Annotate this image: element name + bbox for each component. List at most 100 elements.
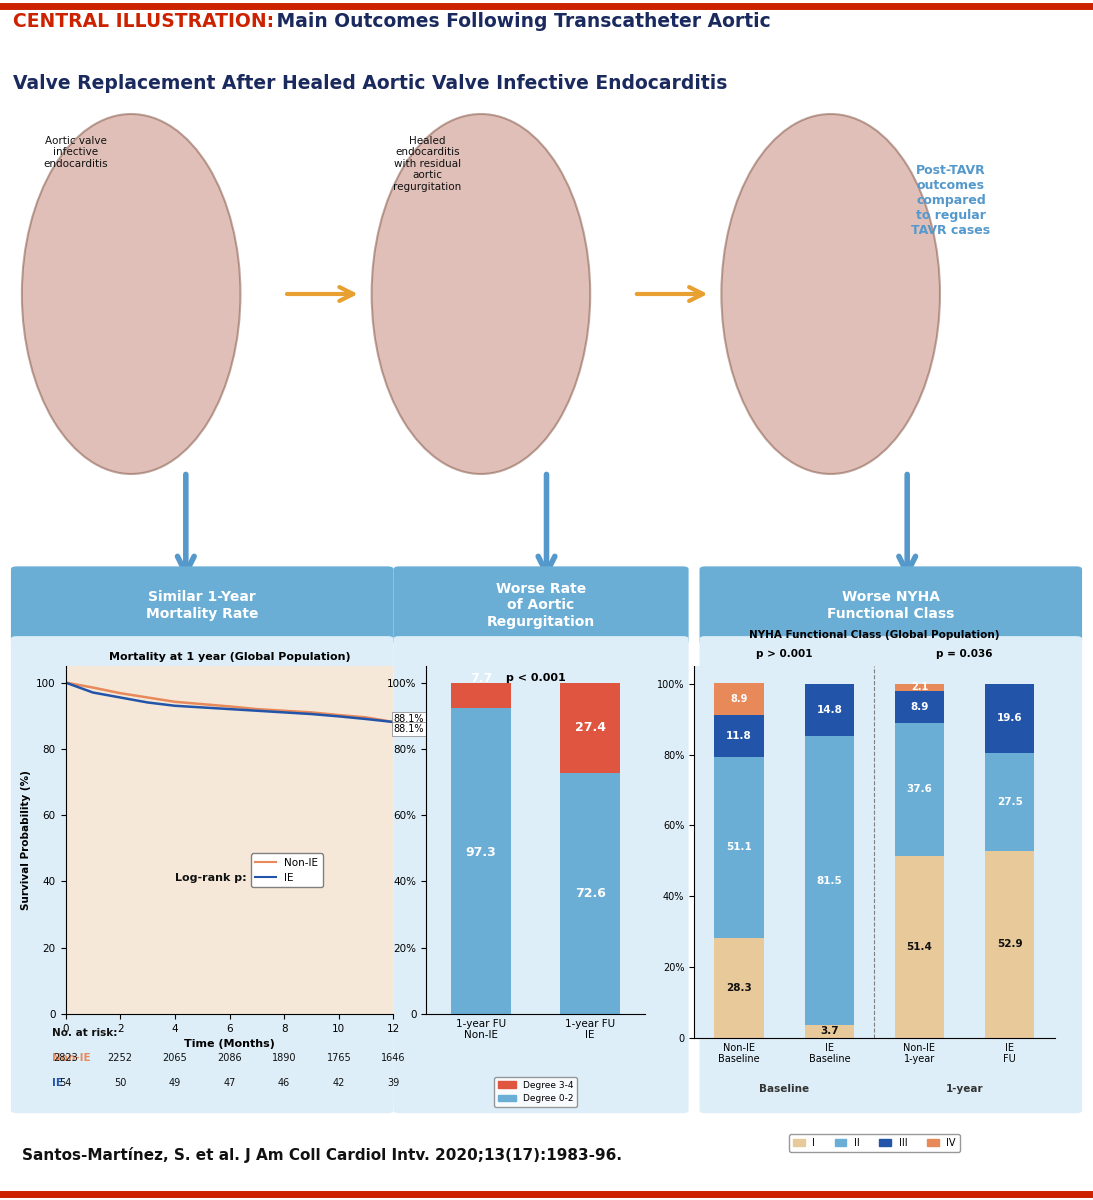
Text: 8.9: 8.9	[730, 694, 748, 704]
Text: Worse NYHA
Functional Class: Worse NYHA Functional Class	[827, 590, 954, 620]
Bar	[715, 683, 764, 715]
Y-axis label: Survival Probability (%): Survival Probability (%)	[21, 770, 31, 910]
Text: Worse Rate
of Aortic
Regurgitation: Worse Rate of Aortic Regurgitation	[486, 582, 596, 629]
Text: Log-rank p: 0.925: Log-rank p: 0.925	[175, 874, 285, 883]
Text: 47: 47	[223, 1079, 236, 1088]
Text: 51.1: 51.1	[726, 842, 752, 852]
Text: 52.9: 52.9	[997, 940, 1022, 949]
Non-IE	[114, 686, 127, 701]
Bar	[985, 851, 1034, 1038]
Non-IE	[360, 710, 373, 725]
Text: 27.4: 27.4	[575, 721, 606, 734]
Non-IE	[387, 715, 400, 730]
Text: 11.8: 11.8	[726, 731, 752, 740]
Legend: I, II, III, IV: I, II, III, IV	[789, 1134, 960, 1152]
Text: 8.9: 8.9	[910, 702, 929, 712]
Text: 3.7: 3.7	[820, 1026, 838, 1037]
Bar	[895, 722, 944, 856]
Text: p > 0.001: p > 0.001	[756, 649, 812, 659]
Text: Baseline: Baseline	[760, 1084, 809, 1094]
Text: 37.6: 37.6	[906, 785, 932, 794]
Bar	[561, 683, 621, 773]
Ellipse shape	[22, 114, 240, 474]
Text: 46: 46	[278, 1079, 291, 1088]
Line: Non-IE: Non-IE	[66, 683, 393, 722]
Text: 49: 49	[168, 1079, 181, 1088]
Bar	[561, 773, 621, 1014]
FancyBboxPatch shape	[393, 636, 689, 1114]
Text: 28.3: 28.3	[726, 983, 752, 992]
Text: 2.1: 2.1	[910, 683, 928, 692]
Bar	[985, 684, 1034, 754]
IE	[196, 701, 209, 715]
Text: Aortic valve
infective
endocarditis: Aortic valve infective endocarditis	[44, 136, 108, 169]
Text: 14.8: 14.8	[816, 704, 843, 715]
FancyBboxPatch shape	[700, 636, 1082, 1114]
FancyBboxPatch shape	[11, 566, 393, 644]
IE	[223, 702, 236, 716]
IE	[168, 698, 181, 713]
FancyBboxPatch shape	[393, 566, 689, 644]
Text: 1765: 1765	[327, 1054, 351, 1063]
Text: 2086: 2086	[218, 1054, 242, 1063]
Line: IE: IE	[66, 683, 393, 722]
Text: Healed
endocarditis
with residual
aortic
regurgitation: Healed endocarditis with residual aortic…	[393, 136, 461, 192]
Title: NYHA Functional Class (Global Population): NYHA Functional Class (Global Population…	[749, 630, 1000, 641]
Text: p < 0.001: p < 0.001	[506, 673, 565, 683]
Text: 50: 50	[114, 1079, 127, 1088]
Non-IE	[250, 702, 263, 716]
IE	[59, 676, 72, 690]
Text: 2065: 2065	[163, 1054, 187, 1063]
IE	[141, 695, 154, 709]
Text: Similar 1-Year
Mortality Rate: Similar 1-Year Mortality Rate	[146, 590, 258, 620]
Text: 72.6: 72.6	[575, 887, 606, 900]
Bar	[451, 683, 512, 708]
Text: 27.5: 27.5	[997, 797, 1023, 806]
Text: Main Outcomes Following Transcatheter Aortic: Main Outcomes Following Transcatheter Ao…	[270, 12, 771, 31]
Bar	[715, 715, 764, 757]
Text: 1890: 1890	[272, 1054, 296, 1063]
Text: IE: IE	[52, 1079, 63, 1088]
Non-IE	[86, 680, 99, 695]
Bar	[895, 691, 944, 722]
Non-IE	[141, 690, 154, 704]
Text: 51.4: 51.4	[906, 942, 932, 952]
Bar	[715, 757, 764, 937]
Text: 42: 42	[332, 1079, 345, 1088]
Ellipse shape	[372, 114, 590, 474]
IE	[250, 703, 263, 718]
IE	[114, 690, 127, 704]
IE	[278, 706, 291, 720]
Non-IE	[332, 708, 345, 722]
IE	[305, 707, 318, 721]
Non-IE	[168, 695, 181, 709]
Text: 81.5: 81.5	[816, 876, 843, 886]
Text: No. at risk:: No. at risk:	[52, 1028, 117, 1038]
Text: Non-IE: Non-IE	[52, 1054, 91, 1063]
X-axis label: Time (Months): Time (Months)	[184, 1039, 275, 1049]
Text: 1-year: 1-year	[945, 1084, 984, 1094]
Bar	[985, 754, 1034, 851]
Non-IE	[223, 700, 236, 714]
Text: Santos-Martínez, S. et al. J Am Coll Cardiol Intv. 2020;13(17):1983-96.: Santos-Martínez, S. et al. J Am Coll Car…	[22, 1147, 622, 1163]
Text: 7.7: 7.7	[470, 672, 492, 685]
Text: 88.1%: 88.1%	[393, 725, 424, 734]
Legend: Degree 3-4, Degree 0-2: Degree 3-4, Degree 0-2	[494, 1078, 577, 1106]
IE	[332, 709, 345, 724]
Text: 19.6: 19.6	[997, 714, 1022, 724]
Bar	[715, 937, 764, 1038]
Non-IE	[196, 697, 209, 712]
Text: 88.1%: 88.1%	[393, 714, 424, 724]
Text: 54: 54	[59, 1079, 72, 1088]
Bar	[804, 1025, 854, 1038]
IE	[360, 712, 373, 726]
Legend: Non-IE, IE: Non-IE, IE	[251, 853, 322, 887]
IE	[387, 715, 400, 730]
Text: CENTRAL ILLUSTRATION:: CENTRAL ILLUSTRATION:	[13, 12, 274, 31]
Bar	[804, 684, 854, 736]
Bar	[804, 736, 854, 1025]
FancyBboxPatch shape	[11, 636, 393, 1114]
Text: 97.3: 97.3	[466, 846, 496, 859]
Non-IE	[278, 703, 291, 718]
Text: Post-TAVR
outcomes
compared
to regular
TAVR cases: Post-TAVR outcomes compared to regular T…	[912, 164, 990, 238]
